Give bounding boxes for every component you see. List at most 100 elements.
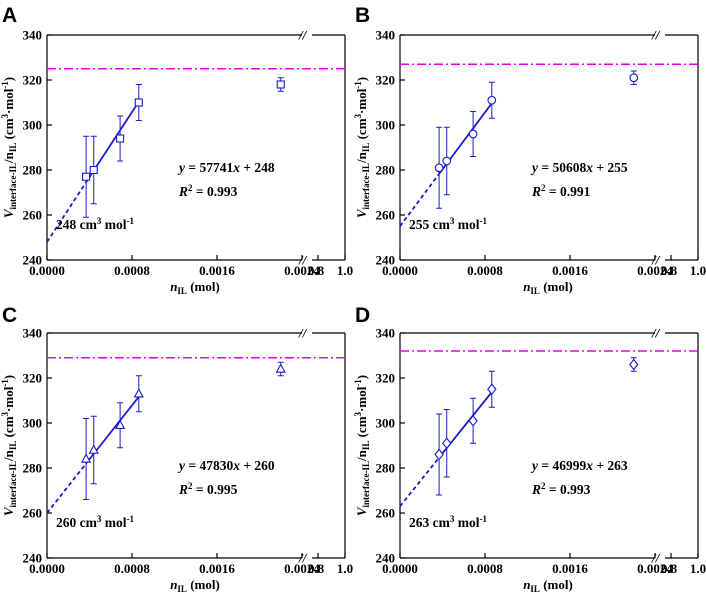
axis-break-top: // [298,326,308,341]
x-tick-label: 0.8 [308,263,325,278]
x-tick-label: 0.8 [661,263,678,278]
y-tick-label: 300 [23,118,43,133]
y-tick-label: 240 [23,253,43,268]
axis-break-bottom: // [298,253,308,268]
x-axis-label: nIL (mol) [170,279,220,296]
y-tick-label: 260 [23,506,43,521]
x-tick-label: 0.0024 [637,561,673,576]
x-tick-label: 0.0016 [199,263,235,278]
y-tick-label: 340 [376,28,396,43]
x-tick-label: 0.0024 [284,561,320,576]
x-tick-label: 1.0 [337,561,353,576]
x-axis-label: nIL (mol) [170,577,220,594]
panel-label: B [355,4,370,27]
data-point [442,437,452,450]
x-tick-label: 0.0016 [552,263,588,278]
data-point [442,156,452,166]
data-point [89,165,98,175]
x-tick-label: 0.0008 [114,561,150,576]
y-tick-label: 320 [23,73,43,88]
fit-r-squared: R2 = 0.993 [178,183,238,199]
data-point [80,453,92,463]
y-axis-label: Vinterface-IL/nIL (cm3·mol-1) [0,77,18,218]
data-point [82,172,91,181]
x-tick-label: 0.0000 [29,263,65,278]
y-tick-label: 260 [376,506,396,521]
y-axis-label: Vinterface-IL/nIL (cm3·mol-1) [0,375,18,516]
y-tick-label: 240 [23,551,43,566]
x-tick-label: 1.0 [690,561,706,576]
panel-label: A [2,4,17,27]
y-tick-label: 320 [376,73,396,88]
x-tick-label: 0.0024 [637,263,673,278]
x-tick-label: 1.0 [690,263,706,278]
panel-label: C [2,304,17,327]
fit-equation: y = 50608x + 255 [530,160,628,175]
y-tick-label: 240 [376,551,396,566]
fit-equation: y = 47830x + 260 [177,458,275,473]
y-tick-label: 340 [23,28,43,43]
axis-break-top: // [651,28,661,43]
y-tick-label: 280 [376,461,396,476]
data-point [116,134,125,143]
y-tick-label: 340 [376,326,396,341]
y-tick-label: 280 [23,461,43,476]
fit-line-extrapolated [399,457,440,507]
data-point [468,414,478,427]
fit-r-squared: R2 = 0.995 [178,481,238,497]
intercept-label: 248 cm3 mol-1 [56,216,134,232]
axis-break-bottom: // [298,551,308,566]
fit-equation: y = 46999x + 263 [530,458,628,473]
x-tick-label: 0.0024 [284,263,320,278]
intercept-label: 260 cm3 mol-1 [56,514,134,530]
y-tick-label: 300 [23,416,43,431]
data-point [276,80,285,89]
y-tick-label: 240 [376,253,396,268]
x-tick-label: 0.0000 [382,263,418,278]
data-point [114,419,126,430]
fit-r-squared: R2 = 0.991 [531,183,591,199]
x-tick-label: 0.0016 [199,561,235,576]
axis-break-bottom: // [651,253,661,268]
data-point [434,163,444,173]
panel-D: D // // 240 260 280 300 320 340 0.0000 0.0008 0.001… [353,304,706,594]
y-tick-label: 320 [376,371,396,386]
x-tick-label: 0.0000 [29,561,65,576]
data-point [468,129,478,139]
intercept-label: 263 cm3 mol-1 [409,514,487,530]
fit-line-extrapolated [46,462,87,514]
x-tick-label: 0.0016 [552,561,588,576]
data-point [88,444,99,454]
data-point [629,358,639,371]
y-tick-label: 300 [376,416,396,431]
y-tick-label: 280 [23,163,43,178]
data-point [133,388,144,398]
x-tick-label: 0.8 [308,561,325,576]
x-tick-label: 0.0000 [382,561,418,576]
x-tick-label: 0.0008 [467,263,503,278]
intercept-label: 255 cm3 mol-1 [409,216,487,232]
axis-break-bottom: // [651,551,661,566]
x-tick-label: 0.0008 [467,561,503,576]
axis-break-top: // [298,28,308,43]
data-point [487,95,497,105]
y-tick-label: 260 [23,208,43,223]
fit-line-extrapolated [399,173,440,227]
x-axis-label: nIL (mol) [523,577,573,594]
y-tick-label: 320 [23,371,43,386]
x-tick-label: 1.0 [337,263,353,278]
data-point [629,73,639,83]
y-tick-label: 280 [376,163,396,178]
y-tick-label: 260 [376,208,396,223]
panel-B: B // // 240 260 280 300 320 340 0.0000 0.0008 0.001… [353,4,706,296]
fit-equation: y = 57741x + 248 [177,160,275,175]
panel-C: C // // 240 260 280 300 320 340 0.0000 0.0008 0.001… [0,304,353,594]
axis-break-top: // [651,326,661,341]
x-axis-label: nIL (mol) [523,279,573,296]
data-point [434,448,444,461]
fit-line-extrapolated [46,181,87,243]
y-axis-label: Vinterface-IL/nIL (cm3·mol-1) [353,77,371,218]
y-tick-label: 300 [376,118,396,133]
x-tick-label: 0.0008 [114,263,150,278]
